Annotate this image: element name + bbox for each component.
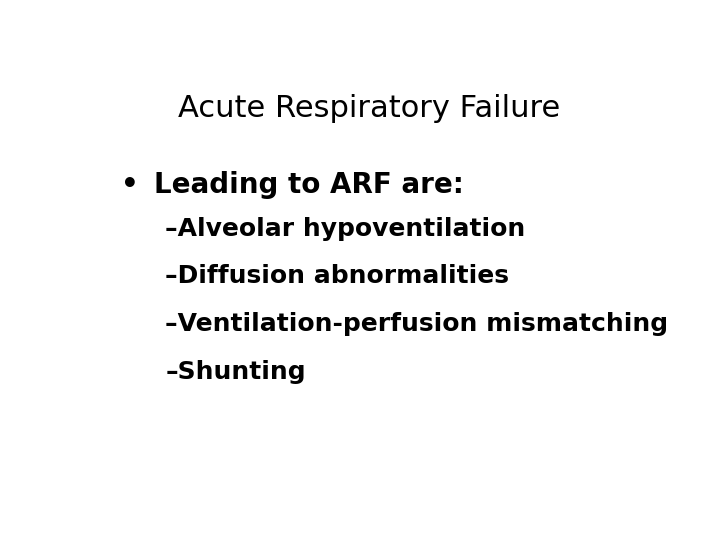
Text: –Shunting: –Shunting — [166, 360, 306, 384]
Text: Leading to ARF are:: Leading to ARF are: — [154, 171, 464, 199]
Text: •: • — [121, 171, 138, 199]
Text: –Alveolar hypoventilation: –Alveolar hypoventilation — [166, 217, 526, 240]
Text: –Ventilation-perfusion mismatching: –Ventilation-perfusion mismatching — [166, 312, 668, 336]
Text: –Diffusion abnormalities: –Diffusion abnormalities — [166, 265, 509, 288]
Text: Acute Respiratory Failure: Acute Respiratory Failure — [178, 94, 560, 123]
